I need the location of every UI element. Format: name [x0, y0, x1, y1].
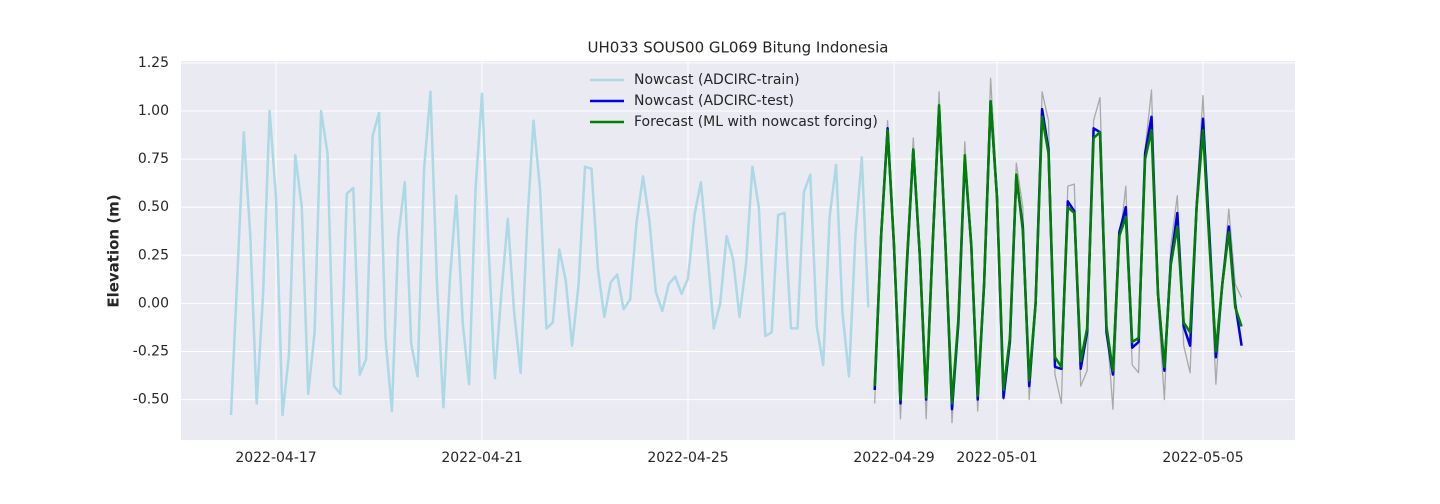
- x-tick-label: 2022-05-01: [956, 450, 1037, 466]
- y-tick-label: 1.00: [138, 103, 169, 119]
- x-tick-label: 2022-04-29: [853, 450, 934, 466]
- x-tick-label: 2022-05-05: [1162, 450, 1243, 466]
- legend-label: Forecast (ML with nowcast forcing): [634, 114, 878, 130]
- chart-title: UH033 SOUS00 GL069 Bitung Indonesia: [588, 39, 889, 57]
- series-line: [873, 100, 1243, 405]
- legend-label: Nowcast (ADCIRC-test): [634, 93, 794, 109]
- plot-area: [181, 61, 1295, 440]
- y-tick-label: 0.25: [138, 247, 169, 263]
- series-line: [229, 90, 870, 417]
- y-tick-label: 0.50: [138, 199, 169, 215]
- y-tick-label: 0.75: [138, 151, 169, 167]
- y-tick-label: 0.00: [138, 295, 169, 311]
- x-tick-label: 2022-04-17: [235, 450, 316, 466]
- y-axis-label: Elevation (m): [105, 194, 123, 307]
- x-tick-label: 2022-04-21: [441, 450, 522, 466]
- x-tick-label: 2022-04-25: [647, 450, 728, 466]
- y-tick-label: -0.25: [133, 344, 169, 360]
- legend-label: Nowcast (ADCIRC-train): [634, 72, 800, 88]
- y-tick-label: -0.50: [133, 392, 169, 408]
- y-tick-label: 1.25: [138, 55, 169, 71]
